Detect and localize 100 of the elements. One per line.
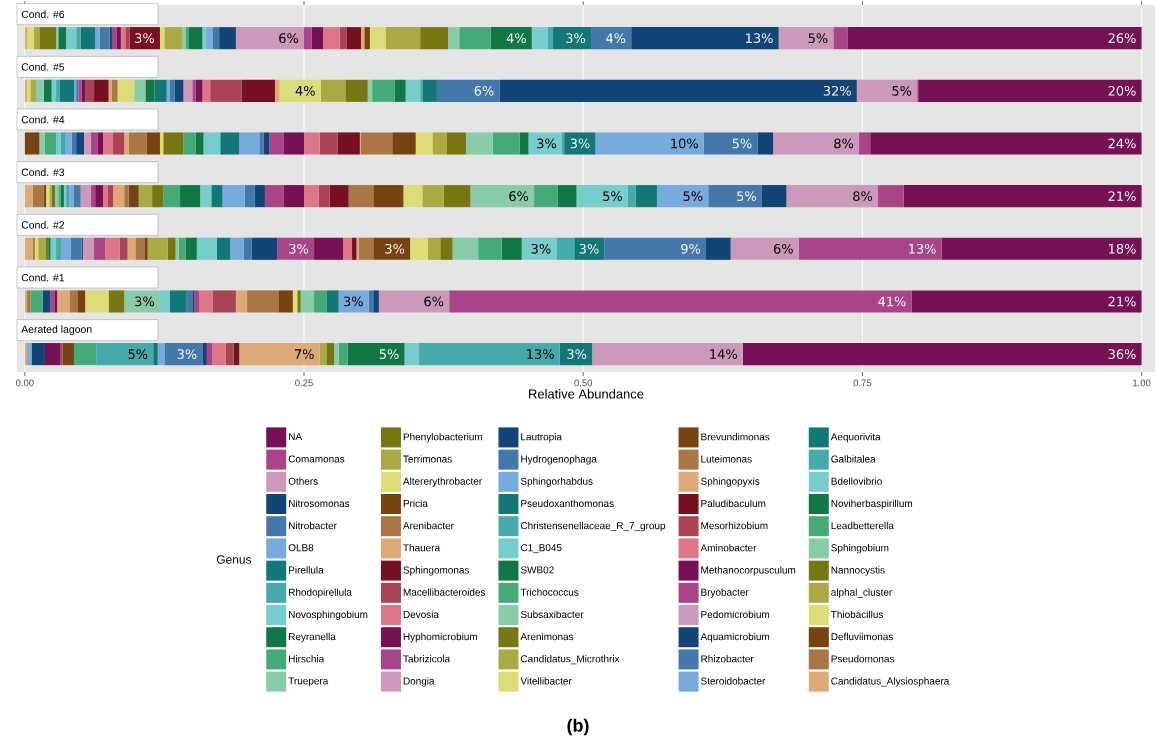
legend-label: Rhodopirellula [289,588,352,598]
text: (b) [567,718,589,736]
y-tick-label: Cond. #5 [21,63,65,71]
data-label: 13% [527,349,554,359]
legend-label: Comamonas [288,455,345,463]
data-label: 3% [567,349,587,359]
legend-label: Thiobacillus [831,610,884,618]
legend-label: Altererythrobacter [402,477,482,487]
legend-label: Hyphomicrobium [403,632,478,643]
legend-label: Steroidobacter [701,677,766,685]
data-label: 6% [773,243,793,254]
data-label: 7% [294,349,314,359]
data-label: 3% [566,33,586,44]
data-label: 8% [834,138,854,149]
y-tick-label: Aerated lagoon [21,325,92,336]
legend-label: Pirellula [289,566,324,574]
legend-label: Luteimonas [701,455,752,463]
data-label: 6% [279,33,299,44]
data-label: 13% [746,33,773,44]
legend-label: Terrimonas [403,455,452,463]
data-label: 5% [808,33,828,44]
legend-label: Aequorivita [830,433,881,443]
legend-label: Pedomicrobium [701,610,770,618]
legend-label: Pricia [403,499,428,507]
legend-label: Macellibacteroides [403,588,486,596]
legend-label: Sphingorhabdus [520,477,593,487]
legend-label: Brevundimonas [701,433,770,441]
legend-label: Novosphingobium [289,610,368,620]
data-label: 36% [1108,349,1136,359]
data-label: 13% [909,243,936,254]
legend-label: Thauera [403,544,441,552]
y-tick-label: Cond. #2 [21,220,65,229]
legend-label: Paludibaculum [701,499,766,507]
data-label: 3% [344,296,363,307]
legend-label: Pseudoxanthomonas [521,499,614,507]
x-tick-label: 0.00 [15,379,34,387]
legend-label: Leadbetterella [831,521,894,530]
data-label: 20% [1108,85,1136,96]
legend-label: Bryobacter [701,588,749,598]
legend-label: Sphingopyxis [701,477,760,487]
data-label: 5% [603,191,622,202]
data-label: 6% [424,296,444,307]
legend-label: Pseudomonas [831,655,895,663]
data-label: 9% [681,243,701,254]
legend-label: Aquamicrobium [700,632,770,643]
legend-label: Truepera [288,677,329,687]
data-label: 4% [506,33,526,44]
data-label: 4% [295,85,315,96]
legend-label: Nitrosomonas [289,499,350,507]
data-label: 3% [385,243,405,254]
legend-label: Galbitalea [831,455,876,463]
legend-label: OLB8 [288,544,314,552]
data-label: 21% [1108,191,1136,202]
legend-label: Mesorhizobium [701,521,768,530]
legend-label: Hirschia [289,655,325,663]
x-tick-label: 0.25 [295,379,313,387]
legend-label: C1_B045 [520,544,562,554]
legend-title: Genus [216,555,252,564]
data-label: 5% [732,138,752,149]
data-label: 3% [570,138,590,149]
data-label: 3% [579,243,599,254]
data-label: 5% [379,349,399,359]
data-label: 3% [135,296,155,307]
data-label: 10% [671,138,698,149]
legend-label: Sphingomonas [403,566,470,576]
legend-label: Others [288,477,318,485]
legend-label: Dongia [403,677,435,687]
legend-label: Devosia [403,610,439,618]
data-label: 5% [892,85,912,96]
legend-label: Arenibacter [402,521,454,530]
legend-label: Defluviimonas [831,632,893,641]
data-label: 14% [710,349,737,359]
x-axis-title: Relative Abundance [529,389,644,399]
legend-label: Arenimonas [520,632,574,641]
legend-label: SWB02 [520,566,554,574]
data-label: 26% [1108,33,1136,44]
legend-label: Bdellovibrio [831,477,882,485]
legend-label: Rhizobacter [701,655,754,663]
legend-label: Tabrizicola [403,655,451,663]
data-label: 32% [823,85,851,96]
y-tick-label: Cond. #6 [21,10,65,19]
data-label: 21% [1108,296,1136,307]
data-label: 6% [509,191,529,202]
data-label: 5% [737,191,756,202]
legend-label: Lautropia [521,433,562,443]
legend-label: Christensenellaceae_R_7_group [520,521,666,532]
legend-label: Methanocorpusculum [701,566,796,576]
x-tick-label: 1.00 [1133,379,1151,387]
x-tick-label: 0.50 [574,379,593,387]
data-label: 3% [531,243,551,254]
legend-label: Reyranella [289,632,336,643]
data-label: 3% [135,33,155,44]
legend-label: Trichococcus [520,588,579,596]
data-label: 6% [474,85,494,96]
legend-label: NA [289,433,303,441]
data-label: 3% [177,349,197,359]
legend-label: Sphingobium [831,544,889,554]
x-tick-label: 0.75 [853,379,872,387]
legend-label: alphal_cluster [831,588,893,598]
legend-label: Phenylobacterium [403,433,483,443]
